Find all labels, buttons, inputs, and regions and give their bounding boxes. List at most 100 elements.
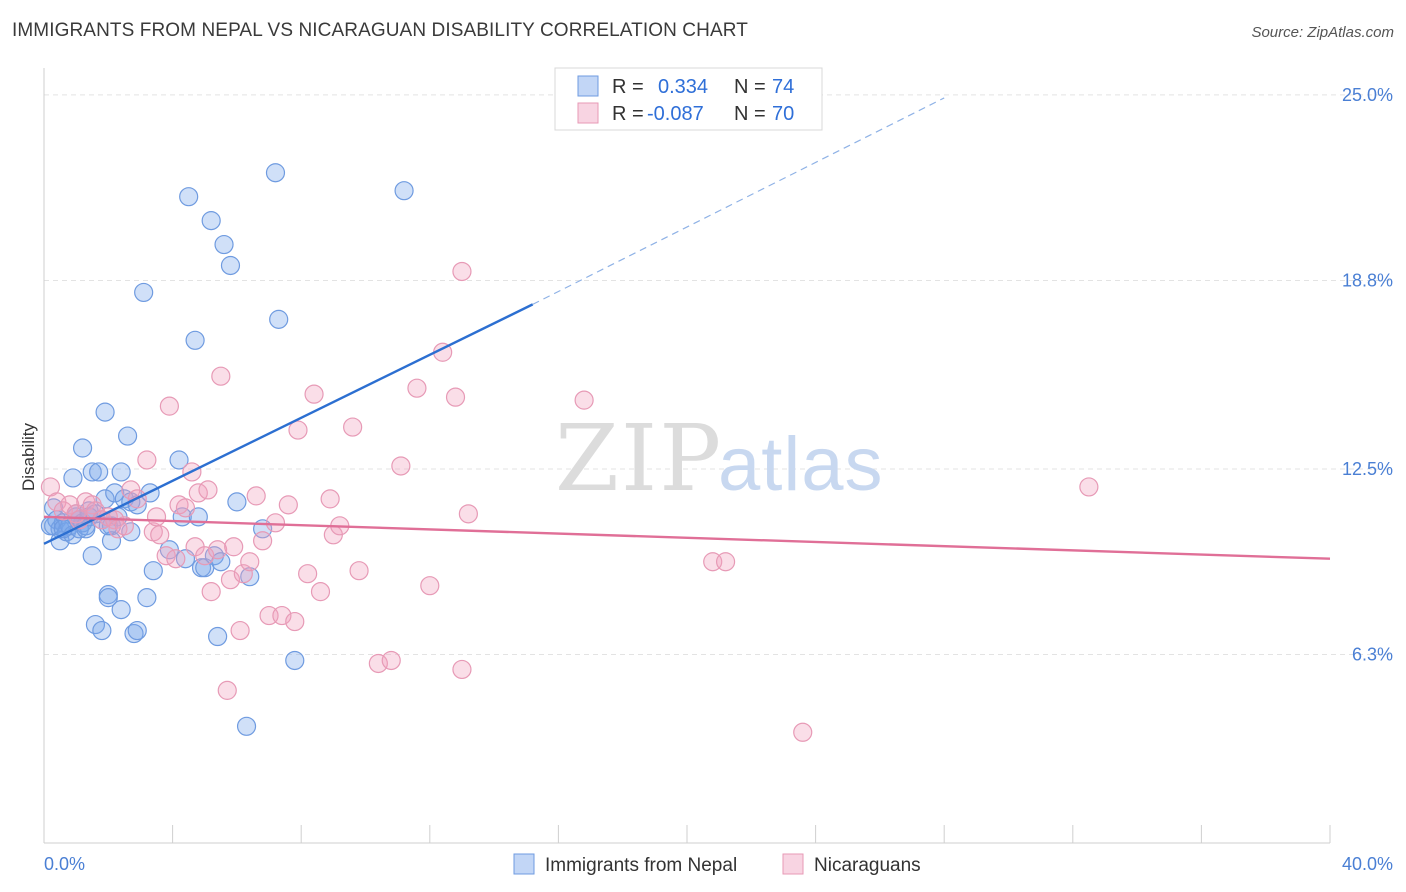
nepal-point-26 — [95, 402, 115, 422]
nepal-point-34 — [111, 600, 131, 620]
nepal-point-46 — [143, 561, 163, 581]
nicaraguans-point-49 — [310, 582, 331, 602]
nicaraguans-point-50 — [320, 489, 340, 509]
nicaraguans-point-48 — [304, 384, 324, 404]
legend-pink-swatch — [577, 102, 599, 124]
nicaraguans-point-47 — [298, 564, 318, 584]
y-axis-label: Disability — [19, 422, 38, 491]
stats-legend: R = 0.334 N = 74 R = -0.087 N = 70 — [554, 67, 823, 131]
trend-lines — [43, 97, 1331, 560]
y-tick-label-0: 6.3% — [1352, 644, 1393, 664]
nepal-point-60 — [214, 234, 234, 255]
y-tick-label-1: 12.5% — [1342, 459, 1393, 479]
nicaraguans-point-30 — [201, 582, 221, 602]
nicaraguans-point-7 — [82, 495, 102, 515]
nicaraguans-point-37 — [233, 564, 253, 584]
nepal-point-61 — [220, 255, 241, 276]
nicaraguans-point-31 — [208, 540, 228, 560]
legend-r-value-2: -0.087 — [647, 103, 704, 125]
nicaraguans-point-46 — [288, 420, 308, 440]
legend-n-label-2: N = — [734, 103, 766, 125]
nepal-point-23 — [89, 462, 109, 482]
nepal-point-29 — [98, 588, 118, 608]
watermark: ZIP atlas — [555, 405, 884, 512]
nicaraguans-point-65 — [574, 390, 594, 410]
nepal-point-66 — [265, 163, 286, 183]
nepal-point-67 — [269, 309, 289, 329]
nicaraguans-point-64 — [452, 261, 472, 282]
nicaraguans-point-69 — [1079, 477, 1099, 497]
series-legend: Immigrants from Nepal Nicaraguans — [513, 853, 921, 876]
y-tick-label-2: 18.8% — [1342, 270, 1393, 290]
nepal-trend-line — [43, 303, 534, 545]
legend-n-value-2: 70 — [772, 103, 794, 125]
nicaraguans-point-24 — [175, 498, 196, 518]
series-nepal-points — [40, 163, 414, 736]
x-tick-label-0: 0.0% — [44, 854, 85, 874]
nicaraguans-point-35 — [224, 537, 244, 557]
nepal-point-37 — [117, 426, 138, 446]
nepal-point-48 — [169, 450, 189, 470]
nepal-point-25 — [92, 620, 112, 641]
legend-n-value-1: 74 — [772, 76, 794, 98]
nepal-point-51 — [179, 187, 199, 207]
watermark-zip: ZIP — [555, 405, 723, 512]
nicaraguans-point-63 — [458, 504, 478, 524]
nicaraguans-point-16 — [137, 450, 157, 470]
nicaraguans-point-19 — [150, 525, 170, 545]
legend-nicaraguans-label: Nicaraguans — [814, 855, 921, 876]
legend-blue-swatch — [577, 75, 599, 97]
nicaraguans-point-13 — [114, 516, 134, 536]
legend-n-label-1: N = — [734, 76, 766, 98]
nicaraguans-point-33 — [217, 680, 237, 700]
legend-r-value-1: 0.334 — [658, 76, 708, 98]
nepal-point-8 — [63, 468, 83, 488]
nicaraguans-point-53 — [343, 417, 363, 437]
legend-nicaraguans-swatch — [782, 853, 804, 875]
x-tick-label-1: 40.0% — [1342, 854, 1393, 874]
nicaraguans-point-57 — [391, 456, 411, 476]
series-nicaraguans-points — [40, 261, 1099, 742]
axes — [43, 68, 1331, 844]
nepal-point-32 — [105, 483, 125, 503]
legend-nepal-label: Immigrants from Nepal — [545, 855, 737, 876]
nepal-point-58 — [208, 626, 228, 647]
nicaraguans-point-58 — [407, 378, 427, 398]
nicaraguans-point-45 — [285, 611, 305, 632]
legend-nepal-swatch — [513, 853, 535, 875]
nicaraguans-trend-line — [43, 515, 1331, 560]
nicaraguans-point-38 — [240, 552, 260, 572]
chart-title: IMMIGRANTS FROM NEPAL VS NICARAGUAN DISA… — [12, 20, 748, 41]
nicaraguans-point-42 — [265, 513, 286, 533]
nicaraguans-point-21 — [159, 396, 179, 416]
nicaraguans-point-39 — [246, 486, 266, 506]
nicaraguans-point-44 — [278, 495, 298, 515]
nepal-point-31 — [101, 531, 122, 551]
nepal-point-43 — [134, 282, 154, 303]
nepal-point-63 — [236, 716, 257, 736]
nicaraguans-point-40 — [253, 531, 273, 551]
nicaraguans-point-36 — [230, 620, 250, 641]
nepal-point-56 — [201, 211, 221, 231]
nepal-point-52 — [185, 330, 205, 350]
watermark-atlas: atlas — [718, 422, 884, 507]
nepal-trend-extension — [532, 97, 945, 305]
nicaraguans-point-22 — [166, 549, 186, 569]
nepal-point-44 — [137, 588, 157, 608]
legend-r-label-1: R = — [612, 76, 644, 98]
tick-labels: 6.3% 12.5% 18.8% 25.0% 0.0% 40.0% — [44, 85, 1393, 874]
nepal-point-19 — [82, 462, 102, 482]
nepal-point-62 — [227, 492, 247, 512]
nicaraguans-point-18 — [146, 507, 167, 527]
nicaraguans-point-59 — [420, 576, 440, 596]
nicaraguans-point-61 — [445, 387, 466, 407]
nepal-point-40 — [124, 623, 144, 644]
nicaraguans-point-67 — [715, 552, 736, 572]
nicaraguans-point-62 — [452, 659, 472, 680]
nicaraguans-point-29 — [198, 480, 218, 500]
source-label: Source: ZipAtlas.com — [1251, 24, 1394, 41]
nepal-point-69 — [394, 181, 414, 201]
nepal-point-41 — [127, 620, 147, 641]
nepal-point-14 — [72, 438, 93, 458]
y-tick-label-3: 25.0% — [1342, 85, 1393, 105]
